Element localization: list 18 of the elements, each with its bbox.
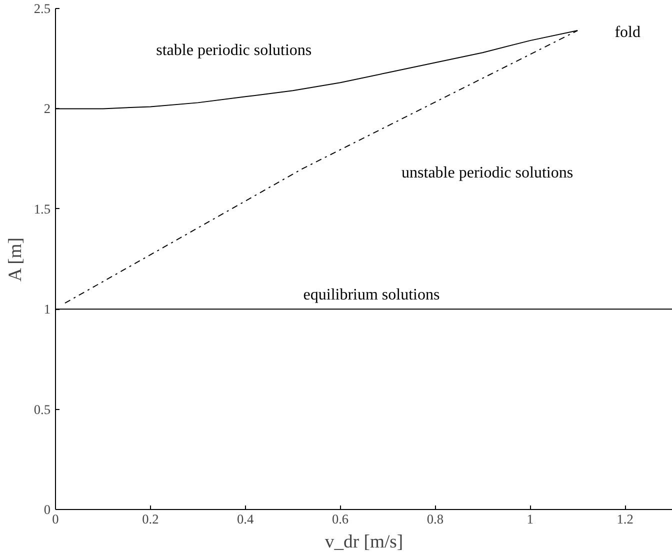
x-tick-label: 1.2 [616,512,634,526]
x-tick-label: 0.2 [142,512,159,526]
text: unstable periodic solutions [402,164,574,182]
x-tick-label: 0.4 [237,512,254,526]
y-tick-label: 1 [44,302,51,317]
annotation: fold [614,24,640,42]
series-label: equilibrium solutions [303,286,440,304]
x-tick-label: 0.8 [426,512,444,526]
x-axis-title: v_dr [m/s] [324,532,404,552]
x-tick-label: 0.6 [332,512,349,526]
y-axis-title: A [m] [4,237,26,282]
series-label: stable periodic solutions [156,42,312,60]
x-tick-label: 1 [526,512,534,526]
y-tick-label: 0 [44,502,51,517]
y-tick-label: 0.5 [34,402,51,417]
y-tick-label: 2.5 [34,1,51,16]
y-tick-label: 2 [44,101,51,116]
y-tick-label: 1.5 [34,201,51,216]
